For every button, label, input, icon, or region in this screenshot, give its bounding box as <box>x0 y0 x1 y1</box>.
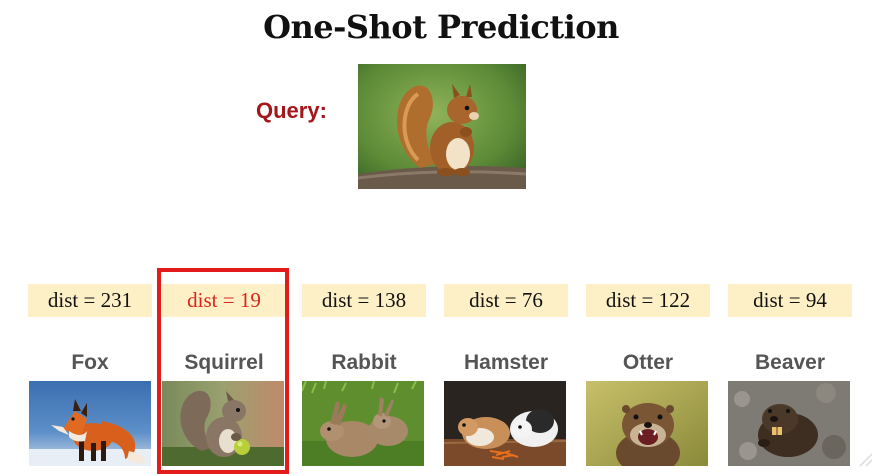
name-fox: Fox <box>71 351 109 374</box>
query-label: Query: <box>256 98 327 123</box>
dist-squirrel: dist = 19 <box>162 284 286 317</box>
name-otter: Otter <box>622 351 674 374</box>
dist-rabbit: dist = 138 <box>302 284 426 317</box>
hamster-image <box>444 381 566 466</box>
fox-image <box>29 381 151 466</box>
rabbit-image <box>302 381 424 466</box>
otter-image <box>586 381 708 466</box>
name-rabbit: Rabbit <box>331 351 397 374</box>
dist-hamster: dist = 76 <box>444 284 568 317</box>
name-squirrel: Squirrel <box>184 351 264 374</box>
query-squirrel-image <box>358 64 526 189</box>
page-title: One-Shot Prediction <box>263 8 619 46</box>
dist-otter: dist = 122 <box>586 284 710 317</box>
name-hamster: Hamster <box>463 351 549 374</box>
name-beaver: Beaver <box>754 351 826 374</box>
beaver-image <box>728 381 850 466</box>
nearest-match-highlight <box>157 268 289 474</box>
corner-mark-icon <box>856 450 876 470</box>
squirrel-image <box>162 381 284 466</box>
dist-fox: dist = 231 <box>28 284 152 317</box>
dist-beaver: dist = 94 <box>728 284 852 317</box>
